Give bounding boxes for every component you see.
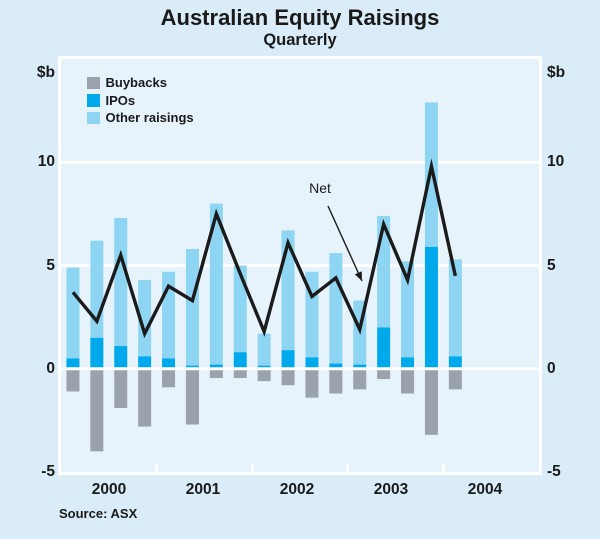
bar-ipos-2002Q1	[257, 365, 271, 369]
x-axis-tick	[250, 464, 254, 472]
x-tick-label-2002: 2002	[279, 481, 315, 498]
bar-buybacks-2002Q3	[305, 368, 319, 398]
gridline-10	[61, 160, 539, 164]
bar-buybacks-2001Q4	[233, 368, 247, 379]
legend-label: Other raisings	[105, 110, 194, 126]
bar-buybacks-2000Q1	[66, 368, 80, 392]
bar-buybacks-2003Q3	[401, 368, 415, 394]
bar-buybacks-2003Q2	[377, 368, 391, 380]
legend-swatch-other_raisings	[87, 111, 100, 124]
chart-svg	[61, 102, 539, 472]
bar-ipos-2002Q3	[305, 357, 319, 369]
y-tick-label-5: 5	[46, 256, 55, 274]
bar-other-raisings-2000Q4	[138, 279, 152, 357]
y-tick-label-10: 10	[547, 153, 565, 171]
bar-buybacks-2000Q2	[90, 368, 104, 452]
bar-buybacks-2001Q1	[162, 368, 176, 388]
bar-other-raisings-2002Q4	[329, 253, 343, 364]
bar-other-raisings-2003Q3	[401, 261, 415, 358]
x-axis-tick	[442, 464, 445, 472]
net-line-label: Net	[309, 180, 331, 196]
bar-ipos-2001Q4	[233, 352, 247, 369]
legend-item-ipos: IPOs	[87, 92, 194, 110]
x-axis-tick	[155, 464, 158, 472]
y-tick-label--5: -5	[41, 463, 55, 480]
bar-other-raisings-2002Q1	[257, 333, 271, 366]
bar-buybacks-2000Q3	[114, 368, 128, 408]
legend-swatch-ipos	[87, 94, 100, 107]
bar-buybacks-2003Q4	[424, 368, 438, 435]
bar-ipos-2002Q2	[281, 350, 295, 369]
bar-ipos-2001Q1	[162, 358, 176, 369]
bar-buybacks-2002Q1	[257, 368, 271, 382]
plot-area: Buybacks IPOs Other raisings Net	[58, 56, 542, 475]
legend-label: IPOs	[105, 92, 136, 108]
bar-other-raisings-2001Q4	[233, 265, 247, 353]
chart-subtitle: Quarterly	[263, 31, 337, 49]
bar-ipos-2003Q2	[377, 327, 391, 369]
bar-buybacks-2000Q4	[138, 368, 152, 427]
net-arrow-line	[327, 205, 363, 282]
legend-label: Buybacks	[105, 75, 167, 91]
net-arrow-head	[354, 271, 362, 281]
x-tick-label-2001: 2001	[185, 481, 221, 498]
bar-ipos-2003Q3	[401, 357, 415, 369]
bar-buybacks-2002Q4	[329, 368, 343, 394]
x-axis-tick	[346, 464, 350, 472]
bar-buybacks-2001Q3	[209, 368, 223, 379]
chart-title: Australian Equity Raisings	[160, 5, 440, 30]
bar-other-raisings-2001Q3	[209, 203, 223, 365]
bar-other-raisings-2004Q1	[448, 259, 462, 357]
bar-buybacks-2001Q2	[185, 368, 199, 425]
y-tick-label--5: -5	[547, 463, 561, 480]
bar-other-raisings-2001Q2	[185, 248, 199, 366]
y-tick-label-10: 10	[37, 153, 55, 171]
bar-ipos-2004Q1	[448, 356, 462, 369]
legend-item-other-raisings: Other raisings	[87, 109, 194, 127]
gridline-0	[61, 367, 539, 371]
bar-ipos-2000Q4	[138, 356, 152, 369]
bar-ipos-2003Q4	[424, 246, 438, 369]
bar-ipos-2003Q1	[353, 364, 367, 369]
bar-other-raisings-2000Q1	[66, 267, 80, 359]
legend: Buybacks IPOs Other raisings	[87, 74, 194, 127]
bar-buybacks-2003Q1	[353, 368, 367, 390]
bar-ipos-2001Q2	[185, 365, 199, 369]
legend-swatch-buybacks	[87, 76, 100, 89]
y-axis-unit-right: $b	[547, 64, 566, 81]
bar-buybacks-2002Q2	[281, 368, 295, 386]
y-tick-label-5: 5	[547, 256, 556, 274]
bar-ipos-2000Q3	[114, 346, 128, 369]
y-axis-unit-left: $b	[36, 64, 55, 81]
bar-ipos-2000Q1	[66, 358, 80, 369]
bar-ipos-2000Q2	[90, 337, 104, 369]
bar-other-raisings-2003Q4	[424, 102, 438, 247]
bar-ipos-2001Q3	[209, 364, 223, 369]
bar-other-raisings-2000Q3	[114, 218, 128, 347]
legend-item-buybacks: Buybacks	[87, 74, 194, 92]
x-tick-label-2003: 2003	[373, 481, 409, 498]
x-tick-label-2000: 2000	[91, 481, 127, 498]
y-tick-label-0: 0	[46, 359, 55, 377]
net-line	[71, 158, 458, 339]
x-tick-label-2004: 2004	[467, 481, 503, 498]
bar-ipos-2002Q4	[329, 363, 343, 369]
bar-buybacks-2004Q1	[448, 368, 462, 390]
y-tick-label-0: 0	[547, 359, 556, 377]
source-note: Source: ASX	[59, 506, 138, 521]
